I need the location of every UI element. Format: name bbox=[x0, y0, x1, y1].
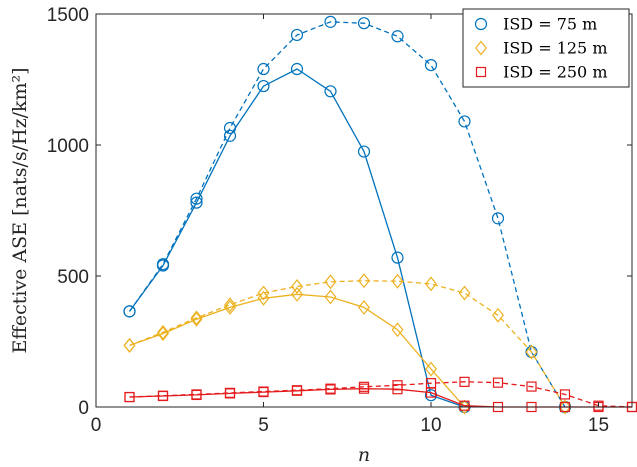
legend-label-2: ISD = 250 m bbox=[503, 63, 607, 82]
series-1-solid-point bbox=[291, 286, 303, 302]
series-0-solid-point bbox=[123, 305, 136, 318]
series-1-solid-line bbox=[129, 293, 465, 408]
legend-marker-2 bbox=[475, 66, 487, 78]
series-2-solid-point bbox=[358, 383, 370, 394]
series-1-dashed-point bbox=[190, 310, 203, 326]
y-tick-label: 1500 bbox=[47, 5, 89, 26]
series-1-solid-point bbox=[224, 299, 236, 315]
series-0-dashed-point bbox=[190, 192, 203, 205]
series-1-solid-point bbox=[157, 326, 169, 342]
series-0-solid-point bbox=[357, 145, 371, 158]
series-0-dashed-point bbox=[391, 30, 404, 43]
x-tick-label: 5 bbox=[258, 415, 269, 436]
series-1-dashed-point bbox=[257, 285, 270, 301]
series-2-dashed-line bbox=[129, 381, 633, 408]
series-1-dashed-point bbox=[291, 279, 303, 294]
series-1-dashed-point bbox=[458, 285, 471, 301]
series-0-dashed-point bbox=[424, 58, 438, 72]
series-0-dashed-point bbox=[324, 15, 337, 28]
series-2-solid-point bbox=[291, 385, 303, 396]
series-0-solid-point bbox=[290, 62, 304, 76]
legend: ISD = 75 m ISD = 125 m ISD = 250 m bbox=[462, 8, 630, 88]
series-0-dashed-point bbox=[491, 212, 505, 225]
series-2-solid-point bbox=[224, 388, 236, 399]
axes: 0 5 10 15 0 500 1000 1500 bbox=[47, 5, 633, 436]
series-0-solid-point bbox=[257, 79, 270, 93]
series-1-dashed-point bbox=[559, 399, 571, 415]
x-tick-label: 0 bbox=[91, 415, 102, 436]
series-2-solid-point bbox=[191, 389, 202, 401]
series-0-dashed-line bbox=[128, 21, 566, 408]
series-0-solid-point bbox=[156, 259, 170, 272]
series-1-dashed-point bbox=[425, 276, 437, 292]
series-1-solid-point bbox=[391, 322, 404, 338]
series-2-dashed-point bbox=[559, 389, 571, 400]
series-2-solid-point bbox=[392, 384, 403, 395]
y-tick-label: 500 bbox=[57, 267, 89, 288]
series-0-dashed-point bbox=[290, 28, 304, 42]
legend-marker-1 bbox=[475, 40, 487, 56]
series-0-solid-point bbox=[223, 129, 237, 142]
x-tick-label: 10 bbox=[420, 415, 441, 436]
series-0-dashed-point bbox=[357, 17, 371, 30]
series-1-dashed-point bbox=[157, 324, 169, 340]
series-2-solid-point bbox=[258, 386, 269, 398]
series-0-solid-point bbox=[391, 251, 404, 264]
series-2-solid-line bbox=[129, 388, 632, 408]
series-0-solid-line bbox=[128, 68, 465, 408]
series-1-dashed-point bbox=[224, 297, 236, 313]
series-2-dashed-point bbox=[526, 381, 537, 392]
series-1-dashed-line bbox=[129, 280, 566, 408]
series-1-solid-point bbox=[324, 289, 337, 305]
y-tick-label: 1000 bbox=[47, 136, 89, 157]
y-tick-label: 0 bbox=[78, 398, 89, 419]
series-2-solid-point bbox=[459, 400, 470, 411]
legend-box bbox=[462, 8, 630, 88]
series-2-dashed-point bbox=[492, 377, 504, 388]
series-1-dashed-point bbox=[324, 274, 337, 290]
series-2-solid-point bbox=[124, 391, 135, 403]
axes-box bbox=[95, 13, 633, 408]
series-0-dashed-point bbox=[458, 115, 471, 128]
series-2-solid-point bbox=[325, 384, 336, 395]
series-2-solid-point bbox=[157, 390, 169, 402]
series-0-solid-point bbox=[324, 85, 337, 98]
series-1-dashed-point bbox=[525, 344, 538, 360]
series-1-dashed-point bbox=[492, 307, 504, 323]
series-1-solid-point bbox=[123, 337, 136, 353]
x-axis-label: n bbox=[358, 444, 370, 466]
series-0-solid-point bbox=[190, 196, 203, 209]
series-1-solid-point bbox=[257, 290, 270, 306]
series-1-dashed-point bbox=[123, 337, 136, 353]
series-0-dashed-point bbox=[257, 62, 270, 76]
y-axis-label: Effective ASE [nats/s/Hz/km²] bbox=[9, 67, 31, 353]
x-tick-label: 15 bbox=[588, 415, 609, 436]
legend-marker-0 bbox=[474, 17, 488, 31]
series-1-solid-point bbox=[190, 311, 203, 327]
series-2-dashed-point bbox=[459, 376, 470, 387]
series-2-solid-point bbox=[425, 387, 437, 398]
series-1-dashed-point bbox=[358, 273, 370, 289]
series-1-dashed-point bbox=[391, 273, 404, 289]
series-1-solid-point bbox=[425, 361, 437, 377]
series-1-solid-point bbox=[358, 299, 370, 315]
legend-label-1: ISD = 125 m bbox=[503, 39, 607, 58]
legend-label-0: ISD = 75 m bbox=[503, 15, 597, 34]
